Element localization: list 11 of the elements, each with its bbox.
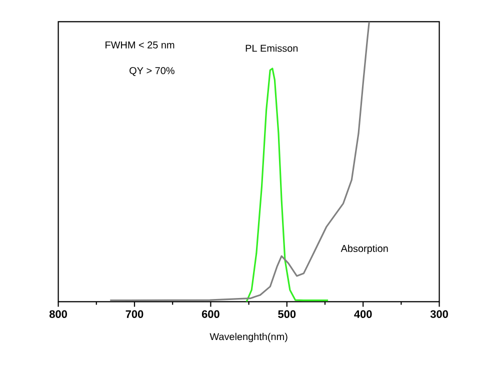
text: PL Emisson (246, 44, 298, 52)
x-tick-label: 800 (49, 310, 67, 318)
annotation: FWHM < 25 nm (106, 41, 174, 48)
x-tick-label: 300 (430, 310, 448, 318)
x-axis-title: Wavelenghth(nm) (210, 332, 288, 342)
x-tick-label: 600 (202, 310, 220, 318)
annotation: QY > 70% (130, 67, 174, 76)
text: Absorption (340, 244, 388, 254)
x-tick-label: 500 (278, 310, 296, 318)
x-tick-label: 700 (126, 310, 144, 318)
x-tick-label: 400 (354, 310, 372, 318)
